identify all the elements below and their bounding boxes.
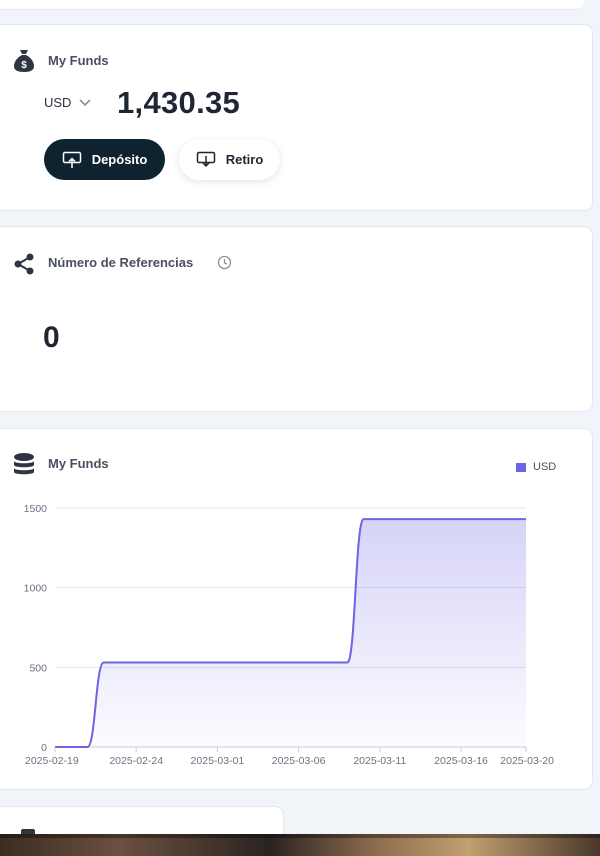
previous-card-edge — [0, 0, 584, 10]
chart-legend[interactable]: USD — [516, 461, 556, 473]
series-area — [55, 519, 526, 747]
withdraw-button[interactable]: Retiro — [179, 139, 280, 180]
balance-amount: 1,430.35 — [117, 85, 241, 120]
y-tick-label: 500 — [29, 662, 47, 674]
x-tick-label: 2025-03-20 — [500, 755, 554, 767]
share-icon — [14, 253, 34, 275]
funds-card: $ My Funds USD 1,430.35 Depósito Retiro — [0, 24, 593, 211]
x-tick-label: 2025-02-24 — [109, 755, 163, 767]
chevron-down-icon — [79, 98, 92, 106]
currency-selector[interactable]: USD — [44, 95, 92, 110]
y-tick-label: 1000 — [24, 583, 48, 595]
funds-card-title: My Funds — [48, 53, 109, 68]
legend-label-usd: USD — [533, 461, 557, 473]
referral-count: 0 — [43, 321, 60, 354]
funds-chart-card: My Funds USD 0 500 1000 1500 2025-02-19 2025-… — [0, 428, 593, 790]
x-tick-label: 2025-02-19 — [25, 755, 79, 767]
currency-label: USD — [44, 95, 72, 110]
svg-text:$: $ — [21, 60, 27, 71]
deposit-button[interactable]: Depósito — [44, 139, 165, 180]
background-photo — [0, 834, 600, 856]
referrals-card: Número de Referencias 0 — [0, 226, 593, 412]
withdraw-icon — [196, 151, 215, 167]
legend-swatch — [516, 462, 526, 472]
chart-card-title: My Funds — [48, 456, 109, 471]
y-tick-label: 0 — [41, 742, 47, 754]
x-tick-label: 2025-03-01 — [191, 755, 245, 767]
x-tick-label: 2025-03-11 — [353, 755, 406, 767]
funds-chart: 0 500 1000 1500 2025-02-19 2025-02-24 2025-03-… — [24, 503, 555, 767]
deposit-icon — [62, 151, 81, 168]
referrals-card-title: Número de Referencias — [48, 255, 194, 270]
series-line — [55, 518, 526, 748]
x-tick-label: 2025-03-16 — [434, 755, 488, 767]
money-bag-icon: $ — [14, 50, 34, 72]
clock-icon[interactable] — [217, 255, 232, 270]
deposit-label: Depósito — [91, 152, 148, 167]
y-tick-label: 1500 — [24, 503, 48, 515]
database-icon — [14, 453, 34, 475]
withdraw-label: Retiro — [225, 152, 264, 167]
x-tick-label: 2025-03-06 — [272, 755, 326, 767]
